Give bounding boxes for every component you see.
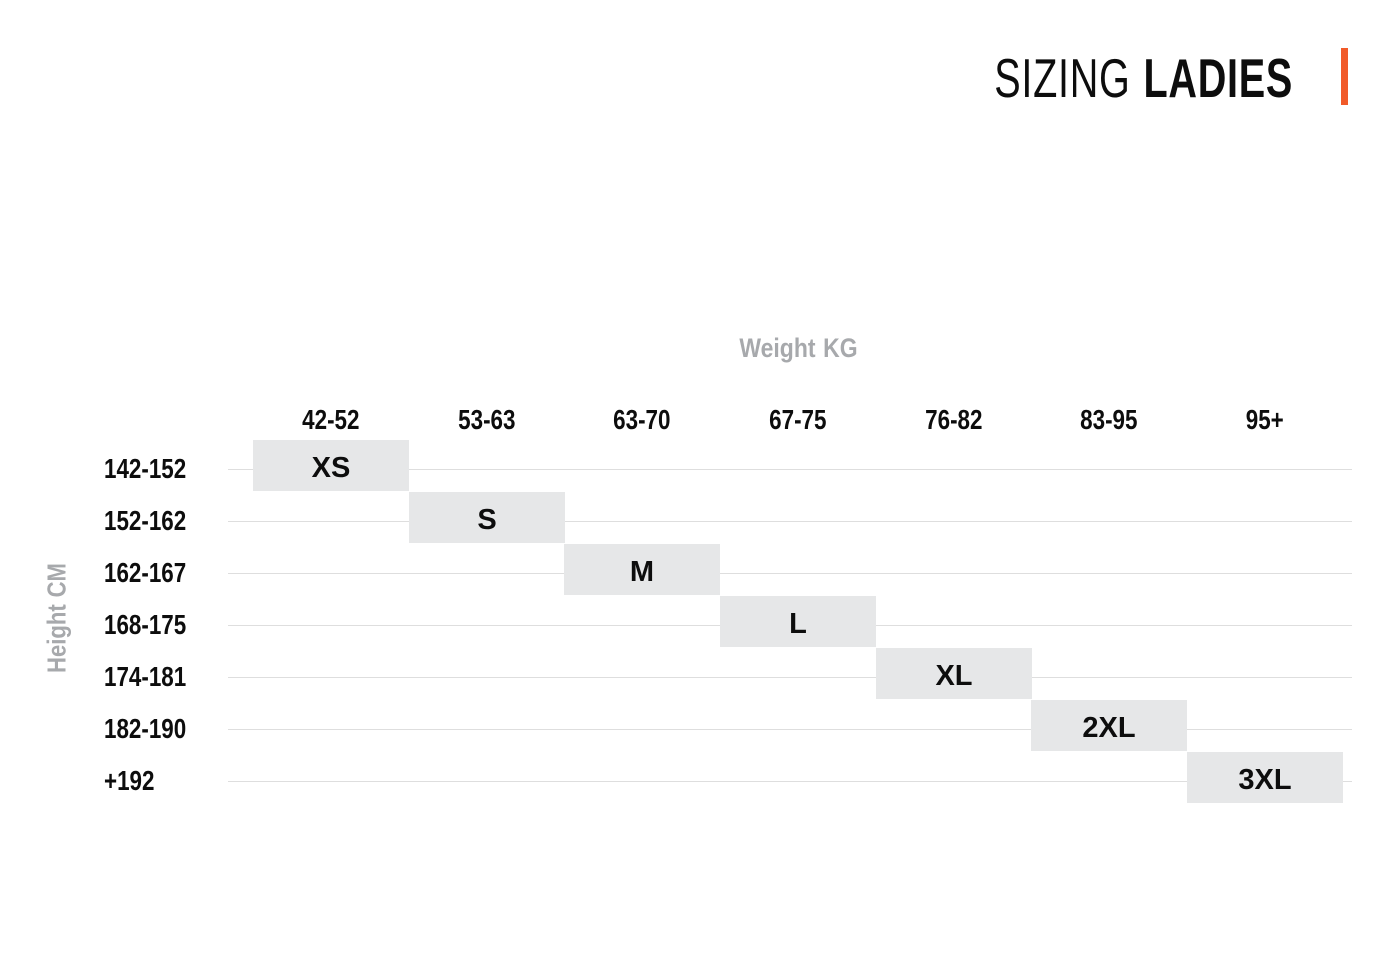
size-cell-label: L bbox=[789, 608, 807, 640]
size-cell-label: XS bbox=[311, 452, 351, 484]
page-title: SIZING LADIES bbox=[994, 50, 1293, 106]
grid-line bbox=[228, 677, 1352, 678]
weight-range-header: 67-75 bbox=[769, 404, 827, 435]
grid-line bbox=[228, 573, 1352, 574]
weight-range-header: 76-82 bbox=[925, 404, 983, 435]
grid-line bbox=[228, 521, 1352, 522]
size-cell-label: M bbox=[629, 556, 655, 588]
grid-line bbox=[228, 781, 1352, 782]
height-range-label: 182-190 bbox=[104, 713, 187, 744]
weight-range-header: 95+ bbox=[1246, 404, 1284, 435]
grid-line bbox=[228, 729, 1352, 730]
height-range-label: 174-181 bbox=[104, 661, 187, 692]
weight-axis-unit: KG bbox=[822, 332, 858, 363]
size-cell-xs: XS bbox=[253, 440, 409, 491]
size-cell-label: S bbox=[477, 504, 497, 536]
height-axis-unit: CM bbox=[41, 563, 72, 598]
weight-axis-title: Weight KG bbox=[253, 332, 1343, 364]
height-range-label: 152-162 bbox=[104, 505, 187, 536]
size-cell-2xl: 2XL bbox=[1031, 700, 1187, 751]
size-cell-s: S bbox=[409, 492, 565, 543]
size-cell-xl: XL bbox=[876, 648, 1032, 699]
weight-range-header: 63-70 bbox=[613, 404, 671, 435]
weight-axis-label: Weight bbox=[738, 332, 815, 363]
size-cell-l: L bbox=[720, 596, 876, 647]
size-cell-label: 3XL bbox=[1238, 764, 1292, 796]
size-cell-label: 2XL bbox=[1082, 712, 1136, 744]
height-axis-label: Height bbox=[41, 604, 72, 673]
accent-bar bbox=[1341, 48, 1348, 105]
weight-range-header: 83-95 bbox=[1080, 404, 1138, 435]
height-range-label: +192 bbox=[104, 765, 155, 796]
grid-line bbox=[228, 469, 1352, 470]
size-cell-m: M bbox=[564, 544, 720, 595]
size-cell-label: XL bbox=[935, 660, 973, 692]
page-title-regular: SIZING bbox=[994, 47, 1131, 109]
height-range-label: 162-167 bbox=[104, 557, 187, 588]
height-range-label: 142-152 bbox=[104, 453, 187, 484]
height-range-label: 168-175 bbox=[104, 609, 187, 640]
weight-range-header: 42-52 bbox=[302, 404, 360, 435]
size-cell-3xl: 3XL bbox=[1187, 752, 1343, 803]
weight-range-header: 53-63 bbox=[458, 404, 516, 435]
page-title-bold: LADIES bbox=[1143, 47, 1293, 109]
